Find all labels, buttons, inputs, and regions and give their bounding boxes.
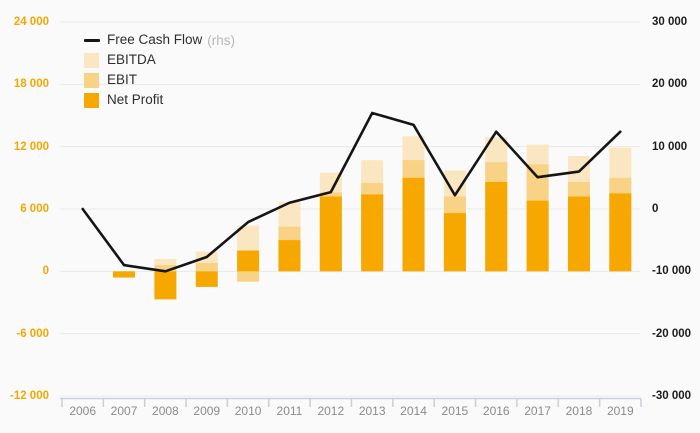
x-axis-year-label: 2008 — [152, 404, 179, 418]
bar-segment-net-profit-2013 — [361, 194, 384, 272]
bar-segment-net-profit-2018 — [567, 196, 590, 272]
bar-segment-net-profit-2019 — [609, 193, 632, 272]
bar-segment-net-profit-2011 — [278, 240, 301, 272]
bar-segment-net-profit-2015 — [443, 213, 466, 272]
legend-item-net-profit: Net Profit — [84, 90, 235, 110]
legend: Free Cash Flow (rhs) EBITDA EBIT Net Pro… — [84, 30, 235, 110]
bar-segment-ebit-2009 — [195, 263, 218, 272]
x-axis-year-label: 2018 — [565, 404, 593, 418]
legend-label-net-profit: Net Profit — [107, 92, 164, 107]
x-axis-year-label: 2014 — [400, 404, 427, 418]
legend-rhs-note: (rhs) — [207, 32, 236, 48]
legend-label-ebit: EBIT — [107, 72, 138, 87]
bar-segment-ebit-2008 — [154, 265, 177, 272]
x-axis-year-label: 2012 — [317, 404, 345, 418]
left-axis-tick-label: 18 000 — [13, 78, 49, 91]
bar-segment-net-profit-2014 — [402, 177, 425, 272]
left-axis-tick-label: 12 000 — [13, 140, 49, 153]
right-axis-tick-label: -10 000 — [652, 265, 692, 278]
net-profit-swatch-icon — [84, 92, 99, 108]
x-axis-year-label: 2017 — [524, 404, 551, 418]
left-axis-tick-label: -12 000 — [9, 389, 49, 402]
x-axis-year-label: 2009 — [193, 404, 221, 418]
bar-segment-ebit-2010 — [237, 271, 260, 282]
right-axis-tick-label: -20 000 — [652, 327, 692, 340]
left-axis-tick-label: 0 — [42, 265, 49, 278]
legend-label-free-cash-flow: Free Cash Flow — [107, 32, 203, 47]
legend-item-ebit: EBIT — [84, 70, 235, 90]
right-axis-tick-label: 0 — [652, 202, 659, 215]
bar-segment-net-profit-2010 — [237, 250, 260, 272]
right-axis-tick-label: 20 000 — [652, 78, 688, 91]
ebit-swatch-icon — [84, 72, 99, 88]
x-axis-year-label: 2013 — [358, 404, 386, 418]
x-axis-year-label: 2016 — [482, 404, 510, 418]
bar-segment-net-profit-2009 — [195, 271, 218, 287]
right-axis-tick-label: 30 000 — [652, 16, 688, 28]
bar-segment-net-profit-2008 — [154, 271, 177, 300]
x-axis-year-label: 2010 — [234, 404, 262, 418]
left-axis-tick-label: 6 000 — [20, 202, 49, 215]
bar-segment-net-profit-2012 — [319, 196, 342, 272]
legend-item-free-cash-flow: Free Cash Flow (rhs) — [84, 30, 235, 50]
legend-item-ebitda: EBITDA — [84, 50, 235, 70]
left-axis-tick-label: 24 000 — [13, 16, 49, 28]
bar-segment-net-profit-2007 — [113, 271, 136, 278]
free-cash-flow-line — [81, 111, 622, 273]
x-axis-year-label: 2019 — [606, 404, 634, 418]
line-swatch-icon — [84, 38, 100, 42]
x-axis-year-label: 2015 — [441, 404, 469, 418]
legend-label-ebitda: EBITDA — [107, 52, 156, 67]
left-axis-tick-label: -6 000 — [16, 327, 49, 340]
x-axis-year-label: 2006 — [69, 404, 97, 418]
bar-segment-net-profit-2016 — [485, 181, 508, 272]
right-axis-tick-label: -30 000 — [652, 389, 692, 402]
x-axis-year-label: 2011 — [276, 404, 303, 418]
x-axis-year-label: 2007 — [110, 404, 138, 418]
right-axis-tick-label: 10 000 — [652, 140, 688, 153]
ebitda-swatch-icon — [84, 52, 99, 68]
bar-segment-net-profit-2017 — [526, 200, 549, 272]
